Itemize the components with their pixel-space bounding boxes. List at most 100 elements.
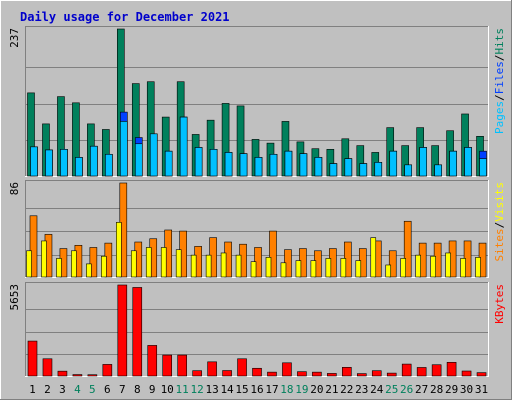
- visits-bar: [385, 264, 392, 278]
- kbytes-bar: [42, 358, 53, 377]
- pages-bar: [30, 146, 38, 177]
- legend-entry: Hits: [493, 28, 506, 55]
- visits-bar: [295, 260, 302, 278]
- sites-bar: [388, 250, 397, 278]
- kbytes-bar: [371, 370, 382, 377]
- visits-bar: [430, 255, 436, 278]
- legend-separator: /: [493, 94, 506, 101]
- pages-bar: [194, 147, 203, 177]
- chart-panels: [25, 26, 489, 377]
- pages-bar: [479, 158, 487, 177]
- kbytes-bar: [102, 364, 113, 377]
- pages-bar: [419, 147, 427, 177]
- x-tick-label: 11: [176, 383, 189, 396]
- x-tick-label: 10: [161, 383, 174, 396]
- pages-bar: [269, 153, 278, 177]
- x-tick-label: 19: [295, 383, 308, 396]
- visits-bar: [460, 258, 466, 278]
- kbytes-bar: [192, 370, 202, 377]
- visits-bar: [235, 254, 242, 278]
- pages-bar: [329, 163, 338, 177]
- visits-bar: [116, 222, 122, 278]
- sites-bar: [403, 220, 412, 278]
- pages-bar: [389, 150, 398, 177]
- x-tick-label: 24: [370, 383, 384, 396]
- x-tick-label: 26: [400, 383, 413, 396]
- pages-bar: [120, 121, 128, 177]
- pages-bar: [164, 150, 173, 177]
- x-tick-label: 8: [134, 383, 141, 396]
- kbytes-bar: [342, 367, 352, 377]
- legend-separator: /: [493, 55, 506, 62]
- legend-entry: Sites: [493, 228, 506, 261]
- visits-bar: [26, 250, 32, 278]
- kbytes-bar: [327, 373, 337, 377]
- kbytes-bar: [356, 373, 367, 377]
- kbytes-bar: [117, 284, 128, 377]
- x-tick-label: 3: [59, 383, 66, 396]
- visits-bar: [415, 254, 421, 278]
- kbytes-bar: [132, 287, 143, 377]
- x-tick-label: 6: [104, 383, 111, 396]
- x-tick-label: 27: [415, 383, 428, 396]
- pages-bar: [449, 150, 457, 177]
- kbytes-bar: [282, 362, 292, 377]
- kbytes-bar: [87, 374, 98, 377]
- kbytes-bar: [252, 367, 262, 377]
- pages-bar: [314, 157, 323, 177]
- x-tick-label: 29: [445, 383, 458, 396]
- visits-bar: [71, 250, 77, 278]
- legend-separator: /: [493, 222, 506, 229]
- visits-bar: [205, 254, 212, 278]
- x-tick-label: 15: [235, 383, 248, 396]
- x-tick-label: 16: [250, 383, 263, 396]
- sites-bar: [29, 215, 38, 278]
- x-tick-label: 14: [220, 383, 234, 396]
- visits-bar: [175, 249, 182, 278]
- visits-bar: [445, 252, 451, 278]
- sites-bar: [89, 247, 98, 278]
- kbytes-bar: [446, 362, 457, 377]
- visits-bar: [160, 247, 167, 278]
- visits-bar: [220, 252, 227, 278]
- kbytes-bar: [297, 371, 307, 377]
- x-tick-label: 7: [119, 383, 126, 396]
- chart-title: Daily usage for December 2021: [20, 10, 230, 24]
- visits-bar: [400, 258, 406, 278]
- kbytes-bar: [312, 371, 322, 377]
- visits-bar: [370, 237, 377, 278]
- pages-bar: [404, 164, 412, 177]
- kbytes-bar: [207, 361, 217, 377]
- kbytes-bar: [386, 372, 397, 377]
- visits-bar: [280, 262, 287, 278]
- x-tick-label: 22: [340, 383, 353, 396]
- x-tick-label: 23: [355, 383, 368, 396]
- kbytes-bar: [177, 354, 187, 377]
- pages-bar: [179, 116, 188, 177]
- pages-bar: [239, 153, 248, 177]
- kbytes-bar: [147, 345, 158, 377]
- pages-bar: [359, 163, 368, 177]
- visits-bar: [340, 258, 347, 278]
- y-max-label: 237: [8, 28, 21, 48]
- visits-bar: [190, 254, 197, 278]
- legend-kbytes: KBytes: [493, 284, 506, 324]
- visits-bar: [475, 257, 481, 278]
- visits-bar: [56, 258, 62, 278]
- pages-bar: [284, 150, 293, 177]
- visits-bar: [41, 240, 47, 278]
- kbytes-bar: [476, 372, 487, 377]
- x-tick-label: 21: [325, 383, 338, 396]
- pages-bar: [105, 153, 113, 177]
- visits-bar: [101, 255, 107, 278]
- pages-bar: [464, 147, 472, 177]
- pages-bar: [209, 149, 218, 177]
- kbytes-bar: [267, 371, 277, 377]
- visits-bar: [145, 247, 152, 278]
- y-max-label: 86: [8, 182, 21, 195]
- kbytes-bar: [461, 370, 472, 377]
- legend-entry: Pages: [493, 101, 506, 134]
- pages-bar: [299, 153, 308, 177]
